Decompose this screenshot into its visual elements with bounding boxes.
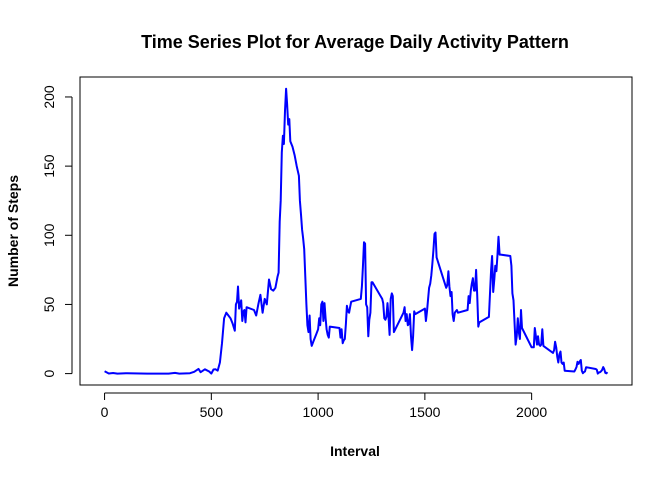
- y-tick-label: 100: [41, 223, 57, 247]
- y-tick-label: 0: [41, 370, 57, 378]
- y-axis-title: Number of Steps: [5, 175, 21, 287]
- y-tick-label: 150: [41, 154, 57, 178]
- series-line: [104, 87, 609, 375]
- x-tick-label: 0: [101, 404, 109, 420]
- x-axis: 0 500 1000 1500 2000: [101, 392, 547, 420]
- y-tick-label: 200: [41, 85, 57, 109]
- chart-title: Time Series Plot for Average Daily Activ…: [141, 32, 569, 52]
- x-axis-title: Interval: [330, 443, 380, 459]
- x-tick-label: 2000: [516, 404, 547, 420]
- y-axis: 0 50 100 150 200: [41, 85, 73, 378]
- y-tick-label: 50: [41, 296, 57, 312]
- x-tick-label: 1500: [409, 404, 440, 420]
- x-tick-label: 1000: [303, 404, 334, 420]
- series-layer: [104, 87, 609, 375]
- x-tick-label: 500: [200, 404, 224, 420]
- plot-frame: [79, 76, 633, 386]
